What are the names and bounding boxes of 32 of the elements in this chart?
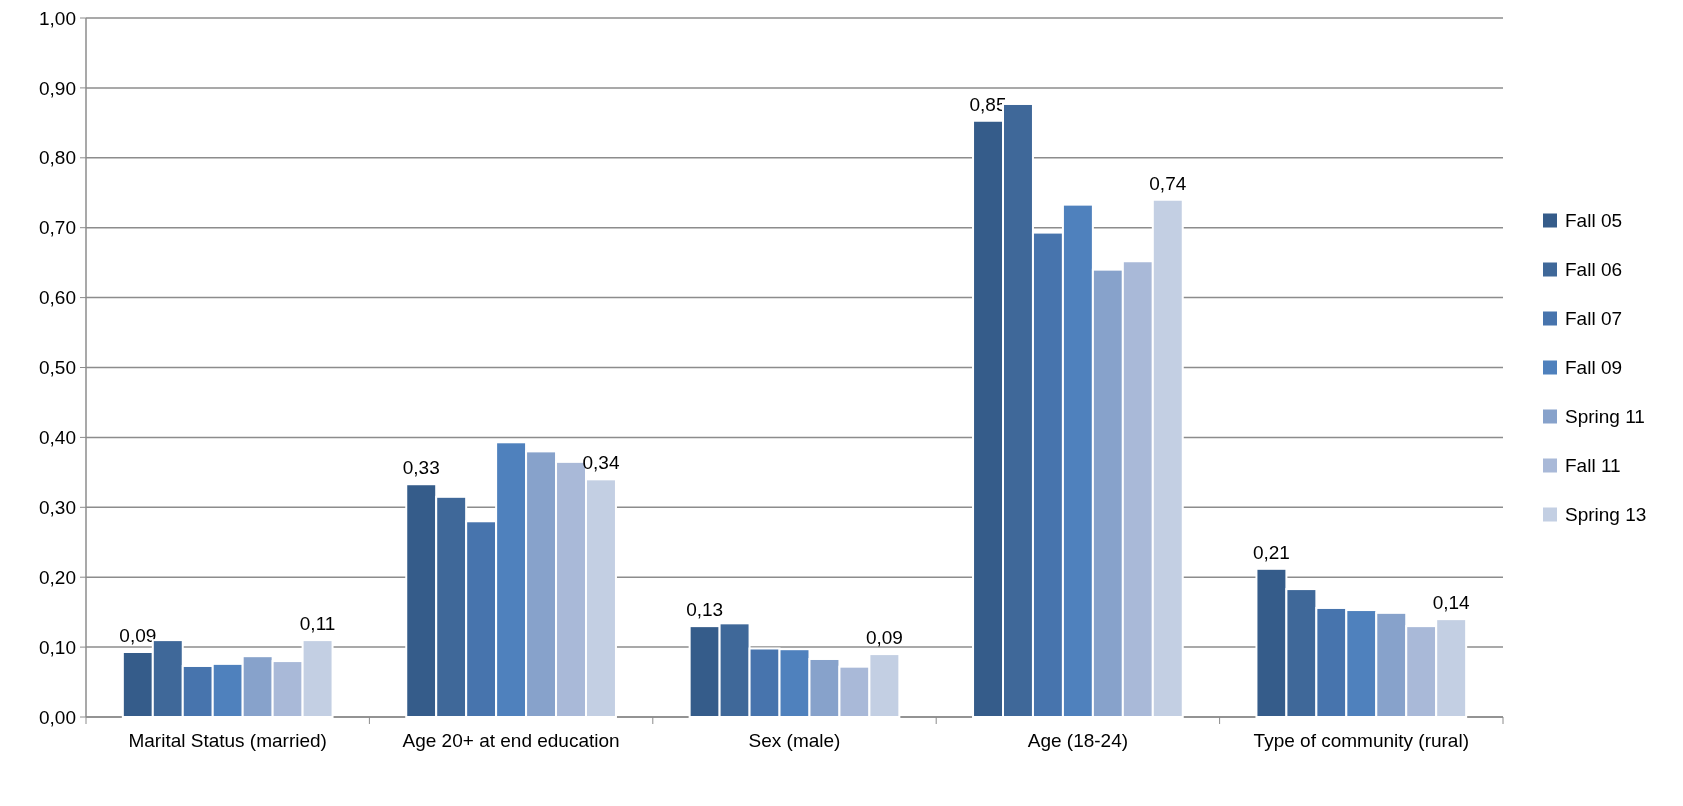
x-tick-label: Age 20+ at end education — [402, 730, 620, 751]
data-label: 0,13 — [686, 599, 724, 621]
legend-label: Spring 11 — [1565, 406, 1645, 428]
data-label: 0,09 — [119, 624, 157, 646]
legend-label: Fall 06 — [1565, 259, 1623, 281]
legend-label: Fall 11 — [1565, 455, 1621, 477]
legend-label: Fall 05 — [1565, 210, 1623, 232]
y-tick-label: 0,20 — [39, 566, 76, 588]
y-tick-label: 0,40 — [39, 427, 76, 449]
data-label: 0,11 — [299, 613, 336, 635]
data-label: 0,34 — [582, 452, 620, 474]
data-label: 0,09 — [865, 627, 903, 649]
y-tick-label: 0,10 — [39, 636, 76, 658]
x-tick-label: Sex (male) — [748, 730, 841, 751]
y-tick-label: 1,00 — [39, 7, 76, 29]
y-tick-label: 0,90 — [39, 77, 76, 99]
data-label: 0,21 — [1252, 541, 1290, 563]
data-label: 0,74 — [1149, 172, 1187, 194]
data-label: 0,14 — [1432, 592, 1471, 614]
x-tick-label: Age (18-24) — [1027, 730, 1129, 751]
legend-label: Fall 07 — [1565, 308, 1623, 330]
y-tick-label: 0,30 — [39, 496, 76, 518]
legend-label: Fall 09 — [1565, 357, 1623, 379]
y-tick-label: 0,80 — [39, 147, 76, 169]
y-tick-label: 0,60 — [39, 287, 76, 309]
y-tick-label: 0,00 — [39, 706, 76, 728]
legend-label: Spring 13 — [1565, 504, 1647, 526]
y-tick-label: 0,50 — [39, 357, 76, 379]
y-tick-label: 0,70 — [39, 217, 76, 239]
x-tick-label: Type of community (rural) — [1253, 730, 1469, 751]
x-tick-label: Marital Status (married) — [128, 730, 327, 751]
data-label: 0,33 — [402, 457, 440, 479]
